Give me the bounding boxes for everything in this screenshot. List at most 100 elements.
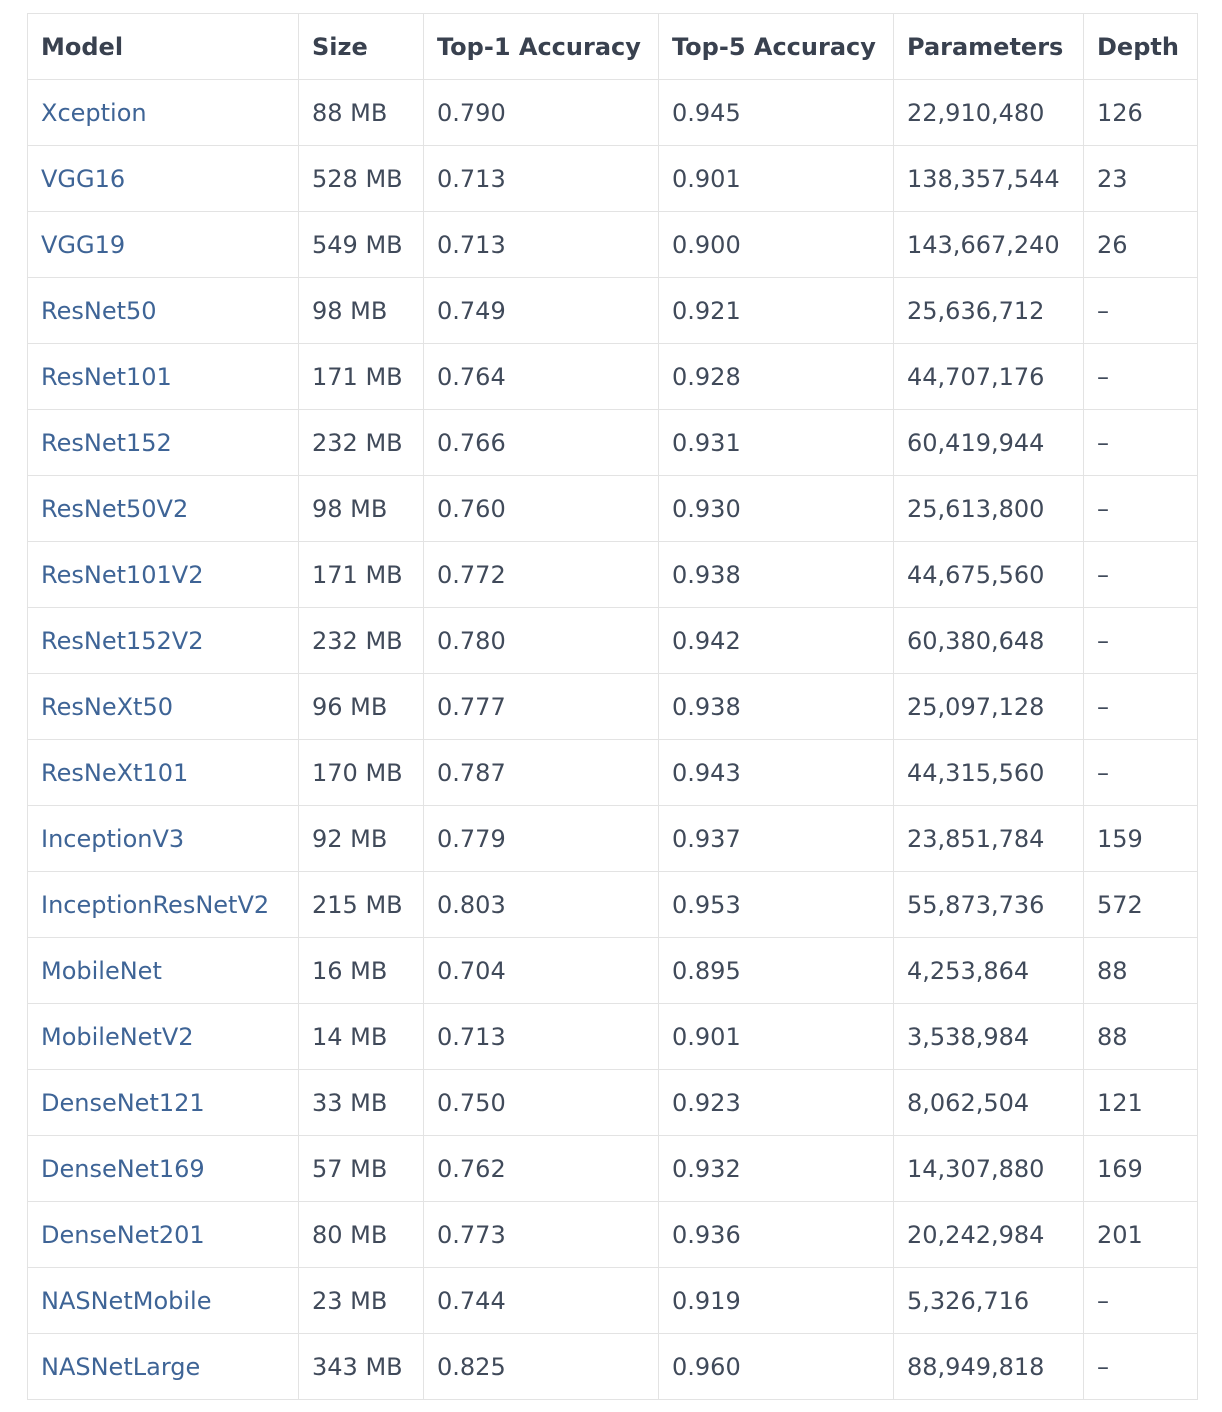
cell-top1-accuracy: 0.713 bbox=[423, 1003, 659, 1070]
table-row: DenseNet169 57 MB 0.762 0.932 14,307,880 169 bbox=[27, 1135, 1198, 1202]
table-row: InceptionV3 92 MB 0.779 0.937 23,851,784 159 bbox=[27, 805, 1198, 872]
cell-top1-accuracy: 0.779 bbox=[423, 805, 659, 872]
model-link[interactable]: NASNetLarge bbox=[41, 1352, 201, 1381]
cell-depth: 88 bbox=[1083, 1003, 1198, 1070]
cell-depth: 201 bbox=[1083, 1201, 1198, 1268]
model-link[interactable]: ResNeXt50 bbox=[41, 692, 173, 721]
cell-parameters: 44,315,560 bbox=[893, 739, 1084, 806]
model-link[interactable]: ResNet50V2 bbox=[41, 494, 189, 523]
model-link[interactable]: InceptionV3 bbox=[41, 824, 185, 853]
cell-top5-accuracy: 0.895 bbox=[658, 937, 894, 1004]
model-link[interactable]: MobileNet bbox=[41, 956, 162, 985]
cell-parameters: 3,538,984 bbox=[893, 1003, 1084, 1070]
model-link[interactable]: VGG16 bbox=[41, 164, 126, 193]
cell-top5-accuracy: 0.921 bbox=[658, 277, 894, 344]
cell-parameters: 25,636,712 bbox=[893, 277, 1084, 344]
model-link[interactable]: ResNet152V2 bbox=[41, 626, 204, 655]
cell-model: NASNetLarge bbox=[27, 1333, 299, 1400]
model-link[interactable]: DenseNet169 bbox=[41, 1154, 205, 1183]
cell-depth: 23 bbox=[1083, 145, 1198, 212]
cell-depth: – bbox=[1083, 607, 1198, 674]
cell-parameters: 4,253,864 bbox=[893, 937, 1084, 1004]
cell-top5-accuracy: 0.930 bbox=[658, 475, 894, 542]
cell-parameters: 5,326,716 bbox=[893, 1267, 1084, 1334]
cell-size: 98 MB bbox=[298, 277, 424, 344]
cell-depth: 26 bbox=[1083, 211, 1198, 278]
model-link[interactable]: InceptionResNetV2 bbox=[41, 890, 270, 919]
cell-parameters: 143,667,240 bbox=[893, 211, 1084, 278]
cell-top5-accuracy: 0.953 bbox=[658, 871, 894, 938]
models-table-container: Model Size Top-1 Accuracy Top-5 Accuracy Par… bbox=[27, 13, 1198, 1400]
cell-size: 171 MB bbox=[298, 343, 424, 410]
cell-parameters: 55,873,736 bbox=[893, 871, 1084, 938]
cell-parameters: 60,419,944 bbox=[893, 409, 1084, 476]
cell-depth: 572 bbox=[1083, 871, 1198, 938]
model-link[interactable]: ResNet50 bbox=[41, 296, 157, 325]
cell-parameters: 23,851,784 bbox=[893, 805, 1084, 872]
cell-depth: 88 bbox=[1083, 937, 1198, 1004]
cell-parameters: 44,675,560 bbox=[893, 541, 1084, 608]
cell-size: 98 MB bbox=[298, 475, 424, 542]
model-link[interactable]: ResNet101 bbox=[41, 362, 172, 391]
cell-model: MobileNet bbox=[27, 937, 299, 1004]
cell-top1-accuracy: 0.790 bbox=[423, 79, 659, 146]
cell-parameters: 20,242,984 bbox=[893, 1201, 1084, 1268]
cell-top5-accuracy: 0.945 bbox=[658, 79, 894, 146]
model-link[interactable]: NASNetMobile bbox=[41, 1286, 212, 1315]
cell-top1-accuracy: 0.760 bbox=[423, 475, 659, 542]
table-row: VGG19 549 MB 0.713 0.900 143,667,240 26 bbox=[27, 211, 1198, 278]
model-link[interactable]: DenseNet121 bbox=[41, 1088, 205, 1117]
cell-parameters: 8,062,504 bbox=[893, 1069, 1084, 1136]
cell-top1-accuracy: 0.704 bbox=[423, 937, 659, 1004]
cell-depth: – bbox=[1083, 541, 1198, 608]
column-header-top5-accuracy: Top-5 Accuracy bbox=[658, 13, 894, 80]
cell-size: 92 MB bbox=[298, 805, 424, 872]
model-link[interactable]: DenseNet201 bbox=[41, 1220, 205, 1249]
cell-model: DenseNet169 bbox=[27, 1135, 299, 1202]
table-row: ResNet50V2 98 MB 0.760 0.930 25,613,800– bbox=[27, 475, 1198, 542]
cell-top1-accuracy: 0.772 bbox=[423, 541, 659, 608]
models-table: Model Size Top-1 Accuracy Top-5 Accuracy Par… bbox=[27, 13, 1198, 1400]
cell-parameters: 88,949,818 bbox=[893, 1333, 1084, 1400]
column-header-size: Size bbox=[298, 13, 424, 80]
cell-model: DenseNet201 bbox=[27, 1201, 299, 1268]
cell-model: ResNet50V2 bbox=[27, 475, 299, 542]
cell-parameters: 25,613,800 bbox=[893, 475, 1084, 542]
cell-top1-accuracy: 0.803 bbox=[423, 871, 659, 938]
cell-top5-accuracy: 0.900 bbox=[658, 211, 894, 278]
table-row: Xception 88 MB 0.790 0.945 22,910,480 126 bbox=[27, 79, 1198, 146]
model-link[interactable]: Xception bbox=[41, 98, 147, 127]
cell-top1-accuracy: 0.787 bbox=[423, 739, 659, 806]
cell-model: Xception bbox=[27, 79, 299, 146]
model-link[interactable]: ResNeXt101 bbox=[41, 758, 189, 787]
cell-parameters: 25,097,128 bbox=[893, 673, 1084, 740]
table-body: Xception 88 MB 0.790 0.945 22,910,480 126 VGG1… bbox=[27, 79, 1198, 1400]
cell-depth: – bbox=[1083, 409, 1198, 476]
cell-depth: 159 bbox=[1083, 805, 1198, 872]
table-row: ResNet50 98 MB 0.749 0.921 25,636,712– bbox=[27, 277, 1198, 344]
cell-model: InceptionResNetV2 bbox=[27, 871, 299, 938]
model-link[interactable]: ResNet152 bbox=[41, 428, 172, 457]
model-link[interactable]: MobileNetV2 bbox=[41, 1022, 194, 1051]
cell-size: 80 MB bbox=[298, 1201, 424, 1268]
cell-model: DenseNet121 bbox=[27, 1069, 299, 1136]
column-header-depth: Depth bbox=[1083, 13, 1198, 80]
cell-top1-accuracy: 0.777 bbox=[423, 673, 659, 740]
cell-depth: – bbox=[1083, 739, 1198, 806]
cell-model: ResNet152 bbox=[27, 409, 299, 476]
cell-depth: – bbox=[1083, 277, 1198, 344]
cell-top1-accuracy: 0.750 bbox=[423, 1069, 659, 1136]
cell-top1-accuracy: 0.764 bbox=[423, 343, 659, 410]
cell-model: ResNeXt50 bbox=[27, 673, 299, 740]
column-header-model: Model bbox=[27, 13, 299, 80]
cell-size: 16 MB bbox=[298, 937, 424, 1004]
model-link[interactable]: VGG19 bbox=[41, 230, 126, 259]
cell-top5-accuracy: 0.936 bbox=[658, 1201, 894, 1268]
cell-top5-accuracy: 0.943 bbox=[658, 739, 894, 806]
cell-parameters: 22,910,480 bbox=[893, 79, 1084, 146]
cell-model: ResNet50 bbox=[27, 277, 299, 344]
model-link[interactable]: ResNet101V2 bbox=[41, 560, 204, 589]
cell-size: 343 MB bbox=[298, 1333, 424, 1400]
cell-depth: – bbox=[1083, 673, 1198, 740]
table-row: DenseNet121 33 MB 0.750 0.923 8,062,504 121 bbox=[27, 1069, 1198, 1136]
